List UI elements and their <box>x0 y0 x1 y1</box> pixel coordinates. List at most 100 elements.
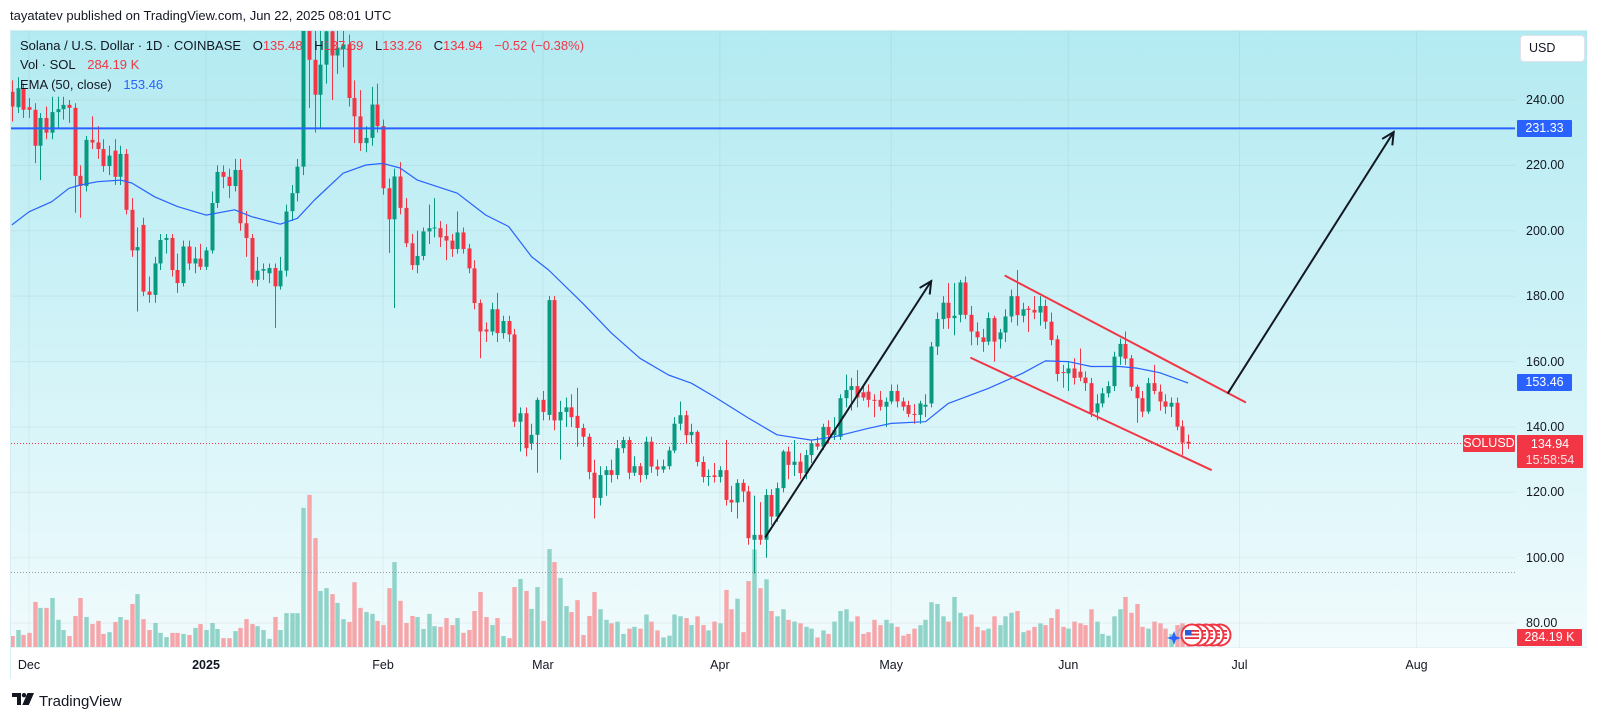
candle <box>752 495 757 574</box>
candle <box>746 485 751 545</box>
volume-bar <box>1100 633 1105 647</box>
legend-volume[interactable]: Vol · SOL 284.19 K <box>20 57 139 73</box>
candle <box>918 400 923 424</box>
candle <box>455 211 460 254</box>
candle <box>11 80 15 122</box>
volume-bar <box>67 636 72 647</box>
candle-body <box>792 461 797 465</box>
candle-body <box>404 207 409 244</box>
candle <box>96 126 101 159</box>
volume-bar <box>38 607 43 647</box>
legend-ema[interactable]: EMA (50, close) 153.46 <box>20 77 163 93</box>
candle-body <box>90 139 95 143</box>
candle <box>250 234 255 284</box>
legend-main[interactable]: Solana / U.S. Dollar · 1D · COINBASE O13… <box>20 38 584 54</box>
candle <box>1009 289 1014 323</box>
volume-bar <box>392 562 397 647</box>
candle <box>335 31 340 74</box>
candle-body <box>518 413 523 422</box>
candle-body <box>935 319 940 347</box>
candle-body <box>729 499 734 503</box>
candle-body <box>44 117 49 133</box>
candle-body <box>844 390 849 399</box>
candle <box>50 96 55 140</box>
candle <box>450 234 455 257</box>
candle-body <box>78 175 83 186</box>
price-axis-label: 100.00 <box>1526 550 1565 565</box>
candle <box>358 90 363 151</box>
volume-bar <box>284 613 289 647</box>
candle-body <box>912 413 917 415</box>
candle-body <box>809 443 814 456</box>
volume-bar <box>815 637 820 647</box>
candle <box>535 397 540 473</box>
candle <box>1169 397 1174 418</box>
candle <box>415 230 420 274</box>
volume-bar <box>569 612 574 647</box>
volume-bar <box>415 617 420 647</box>
candle <box>884 397 889 427</box>
candle-body <box>1032 309 1037 313</box>
candle-body <box>701 461 706 478</box>
volume-bar <box>809 628 814 647</box>
volume-series <box>11 494 1191 647</box>
candle-body <box>627 440 632 473</box>
candle <box>16 77 21 114</box>
candle <box>963 276 968 320</box>
candle <box>609 459 614 483</box>
candle <box>175 253 180 293</box>
candle <box>84 135 89 192</box>
us-flag-event-icon[interactable] <box>1180 623 1204 647</box>
candle-body <box>746 491 751 539</box>
tradingview-logo-icon <box>12 692 34 710</box>
event-markers[interactable] <box>1167 623 1232 647</box>
volume-bar <box>838 611 843 647</box>
volume-bar <box>609 623 614 647</box>
volume-bar <box>758 588 763 647</box>
rally-arrow <box>764 281 932 538</box>
volume-bar <box>107 632 112 647</box>
volume-bar <box>958 612 963 647</box>
time-axis[interactable] <box>11 647 1587 680</box>
candle <box>644 436 649 480</box>
candle-body <box>878 399 883 407</box>
candle-body <box>204 250 209 267</box>
candle <box>330 31 335 100</box>
volume-bar <box>621 633 626 647</box>
candle <box>1061 364 1066 388</box>
candle-body <box>786 451 791 465</box>
candle <box>495 292 500 342</box>
volume-bar <box>204 630 209 647</box>
time-axis-label: May <box>879 658 904 672</box>
candle-body <box>261 269 266 271</box>
volume-bar <box>347 621 352 647</box>
volume-bar <box>227 638 232 647</box>
volume-bar <box>175 632 180 647</box>
candle-body <box>1049 321 1054 340</box>
candle <box>821 423 826 450</box>
volume-bar <box>1026 630 1031 647</box>
currency-button[interactable]: USD <box>1520 35 1585 62</box>
candle <box>1180 420 1185 456</box>
volume-bar <box>769 611 774 647</box>
candle <box>375 83 380 133</box>
volume-bar <box>741 632 746 647</box>
sparkle-marker-icon[interactable] <box>1167 631 1181 645</box>
candle-body <box>512 334 517 422</box>
candle-body <box>986 318 991 342</box>
candle <box>501 315 506 339</box>
chart-pane[interactable] <box>11 31 1587 647</box>
volume-bar <box>1066 628 1071 647</box>
volume-bar <box>718 623 723 647</box>
candle <box>27 98 32 118</box>
candle-body <box>238 169 243 224</box>
candle-body <box>16 88 21 108</box>
candle <box>575 387 580 447</box>
candle <box>404 198 409 248</box>
volume-bar <box>598 609 603 647</box>
candle-body <box>181 246 186 284</box>
volume-bar <box>587 615 592 647</box>
volume-bar <box>50 598 55 647</box>
candle-body <box>781 451 786 489</box>
candle-body <box>432 227 437 229</box>
